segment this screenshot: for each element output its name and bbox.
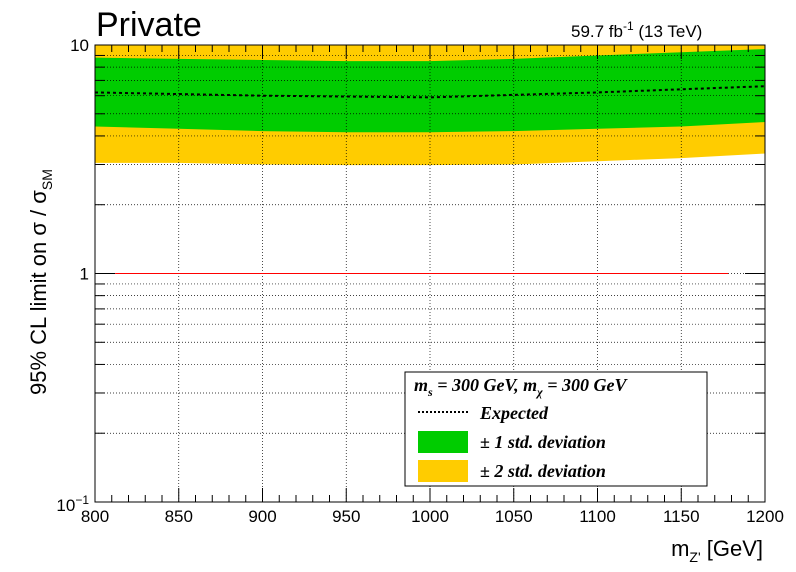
x-tick-label: 1150 (663, 507, 700, 526)
x-tick-label: 1100 (579, 507, 616, 526)
legend-two-sigma-swatch (418, 460, 468, 482)
x-tick-label: 900 (248, 507, 276, 526)
x-tick-label: 1200 (746, 507, 784, 526)
x-tick-label: 950 (332, 507, 360, 526)
y-tick-labels: 10−1 1 10 (56, 36, 89, 515)
x-tick-label: 1000 (411, 507, 449, 526)
legend-one-sigma-label: ± 1 std. deviation (480, 432, 606, 452)
y-tick-label: 1 (80, 265, 89, 284)
y-tick-label: 10 (70, 36, 89, 55)
legend-two-sigma-label: ± 2 std. deviation (480, 461, 606, 481)
x-tick-label: 800 (81, 507, 109, 526)
legend-header: ms = 300 GeV, mχ = 300 GeV (414, 375, 628, 399)
axis-ticks (94, 44, 766, 503)
y-tick-label: 10−1 (56, 493, 89, 515)
legend: ms = 300 GeV, mχ = 300 GeV Expected ± 1 … (404, 371, 708, 487)
plot-title: Private (96, 6, 202, 44)
luminosity-label: 59.7 fb-1 (13 TeV) (571, 19, 702, 41)
expected-limit-line (95, 85, 765, 99)
x-tick-label: 850 (165, 507, 193, 526)
curves-layer (95, 85, 765, 274)
x-tick-label: 1050 (495, 507, 533, 526)
x-tick-labels: 800 850 900 950 1000 1050 1100 1150 1200 (81, 507, 784, 526)
y-axis-title: 95% CL limit on σ / σSM (26, 169, 55, 395)
legend-one-sigma-swatch (418, 431, 468, 453)
x-axis-title: mZ' [GeV] (671, 536, 763, 565)
legend-expected-label: Expected (479, 403, 549, 423)
